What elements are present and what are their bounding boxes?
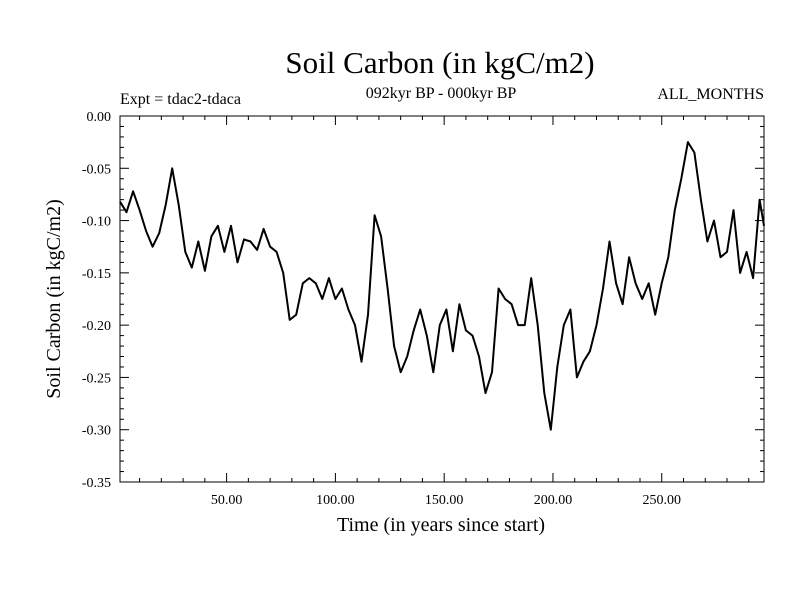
y-tick-label: -0.05	[82, 162, 111, 177]
plot-frame	[119, 115, 765, 483]
y-tick-label: -0.15	[82, 267, 111, 282]
y-tick-label: -0.35	[82, 476, 111, 491]
y-tick-label: -0.30	[82, 424, 111, 439]
chart-title: Soil Carbon (in kgC/m2)	[285, 45, 594, 80]
months-label: ALL_MONTHS	[657, 86, 764, 103]
y-axis-label: Soil Carbon (in kgC/m2)	[43, 199, 65, 398]
x-tick-label: 200.00	[534, 493, 573, 508]
x-tick-label: 50.00	[211, 493, 243, 508]
y-tick-label: -0.20	[82, 319, 111, 334]
plot-area: 50.00 100.00 150.00 200.00 250.00 0.00 -0.05 -0…	[82, 110, 765, 508]
chart-subtitle: 092kyr BP - 000kyr BP	[366, 85, 517, 102]
y-tick-label: -0.25	[82, 371, 111, 386]
x-tick-label: 100.00	[316, 493, 355, 508]
x-tick-label: 150.00	[425, 493, 464, 508]
y-tick-label: -0.10	[82, 215, 111, 230]
y-tick-label: 0.00	[87, 110, 112, 125]
experiment-label: Expt = tdac2-tdaca	[120, 91, 241, 108]
series-line	[119, 141, 765, 431]
x-axis-label: Time (in years since start)	[337, 514, 545, 536]
x-tick-label: 250.00	[642, 493, 681, 508]
